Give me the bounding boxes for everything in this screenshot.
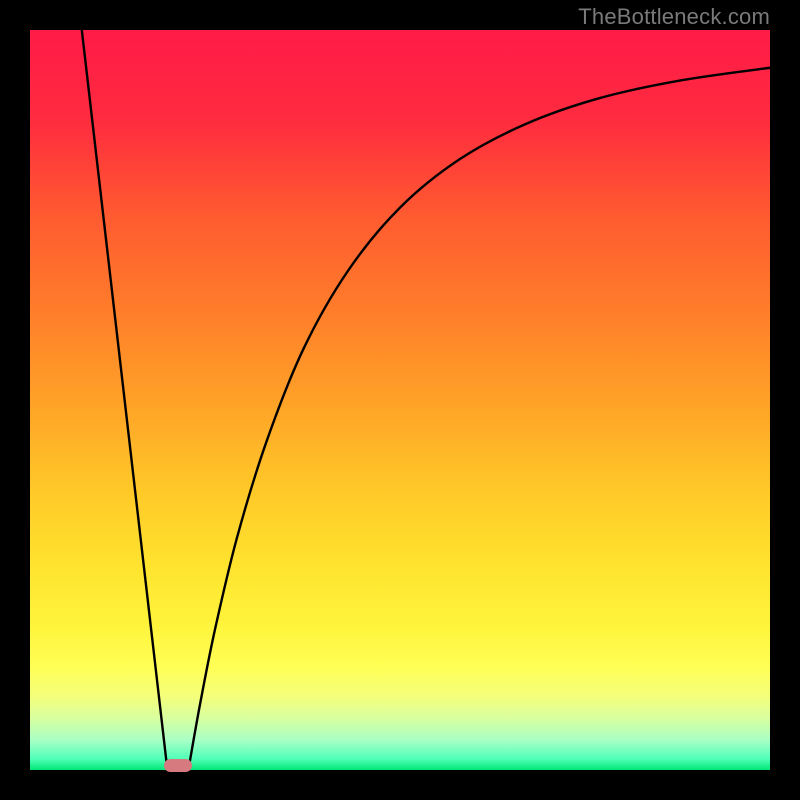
curve-layer [30,30,770,770]
bottleneck-marker [164,759,192,772]
watermark-text: TheBottleneck.com [578,4,770,30]
curve-left-branch [82,30,167,766]
curve-right-branch [189,68,770,766]
plot-area [30,30,770,770]
